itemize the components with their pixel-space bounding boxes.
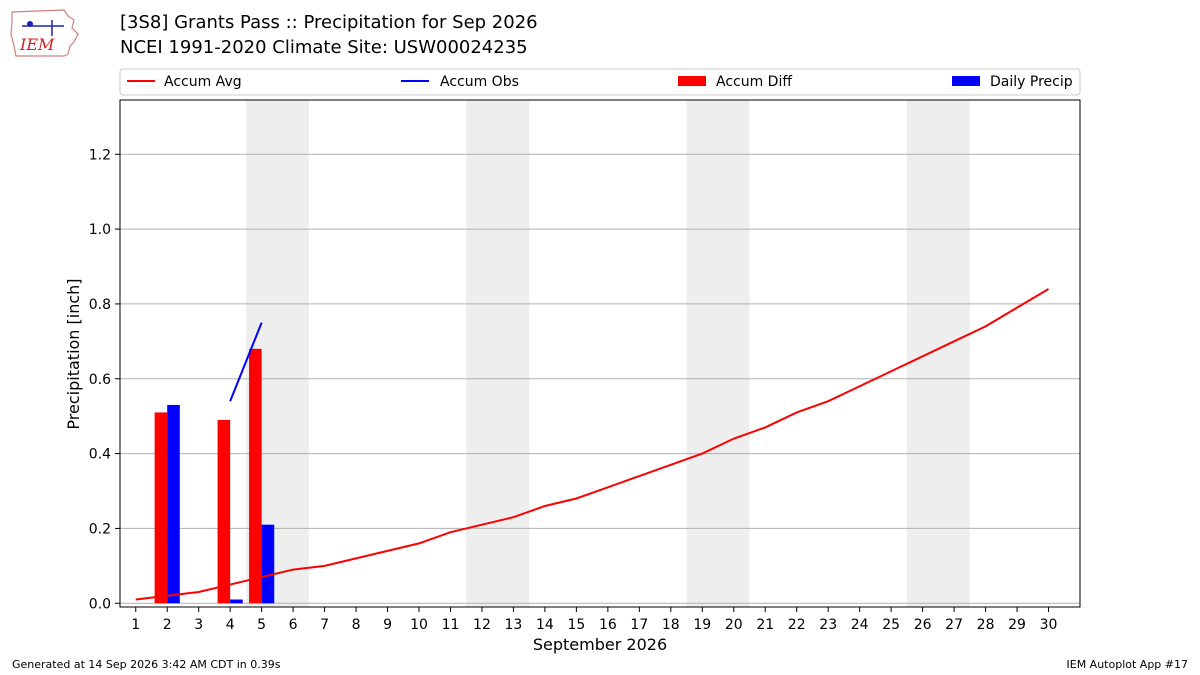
y-tick-label-6: 1.2	[89, 147, 111, 163]
legend-label-accum-avg: Accum Avg	[164, 74, 242, 90]
x-tick-label-12: 12	[473, 617, 491, 633]
y-tick-label-2: 0.4	[89, 447, 111, 463]
accum-diff-bar-day-2	[154, 412, 168, 604]
lines	[135, 288, 1050, 601]
y-axis: 0.0 0.2 0.4 0.6 0.8 1.0 1.2	[89, 147, 120, 612]
x-tick-label-30: 30	[1040, 617, 1058, 633]
x-tick-label-22: 22	[788, 617, 806, 633]
app-label: IEM Autoplot App #17	[1066, 658, 1189, 671]
x-axis-label: September 2026	[533, 635, 667, 654]
y-tick-label-0: 0.0	[89, 596, 111, 612]
legend: Accum Avg Accum Obs Accum Diff Daily Pre…	[119, 68, 1081, 96]
x-tick-label-24: 24	[851, 617, 869, 633]
weekend-shading	[245, 100, 970, 607]
daily-precip-bar-day-4	[230, 599, 243, 604]
logo-text: IEM	[19, 35, 55, 54]
generated-timestamp: Generated at 14 Sep 2026 3:42 AM CDT in …	[12, 658, 281, 671]
iem-logo: IEM	[10, 9, 79, 57]
x-tick-label-1: 1	[131, 617, 140, 633]
x-axis: 1 2 3 4 5 6 7 8 9 10 11 12 13 14 15 16 17 18 19 20 21 22 23 24 2…	[131, 607, 1057, 633]
x-tick-label-21: 21	[756, 617, 774, 633]
y-tick-label-5: 1.0	[89, 222, 111, 238]
anemometer-cup-icon	[27, 21, 33, 27]
accum-diff-bar-day-5	[249, 348, 262, 604]
weekend-band-4	[906, 100, 970, 607]
x-tick-label-5: 5	[257, 617, 266, 633]
y-axis-label: Precipitation [inch]	[64, 278, 83, 429]
x-tick-label-4: 4	[226, 617, 235, 633]
x-tick-label-16: 16	[599, 617, 617, 633]
x-tick-label-17: 17	[630, 617, 648, 633]
weekend-band-2	[466, 100, 530, 607]
legend-label-accum-obs: Accum Obs	[440, 74, 519, 90]
legend-frame	[119, 68, 1081, 96]
legend-swatch-daily-precip	[952, 76, 980, 86]
accum-obs-line	[229, 322, 263, 402]
y-tick-label-4: 0.8	[89, 297, 111, 313]
legend-label-accum-diff: Accum Diff	[716, 74, 792, 90]
x-tick-label-15: 15	[567, 617, 585, 633]
x-tick-label-10: 10	[410, 617, 428, 633]
x-tick-label-19: 19	[693, 617, 711, 633]
grid-lines	[120, 153, 1080, 604]
weekend-band-3	[686, 100, 750, 607]
x-tick-label-3: 3	[194, 617, 203, 633]
x-tick-label-8: 8	[352, 617, 361, 633]
y-tick-label-3: 0.6	[89, 372, 111, 388]
x-tick-label-18: 18	[662, 617, 680, 633]
x-tick-label-27: 27	[945, 617, 963, 633]
y-tick-label-1: 0.2	[89, 521, 111, 537]
legend-swatch-accum-diff	[678, 76, 706, 86]
x-tick-label-20: 20	[725, 617, 743, 633]
x-tick-label-14: 14	[536, 617, 554, 633]
daily-precip-bar-day-2	[167, 404, 180, 604]
bars	[154, 348, 275, 604]
daily-precip-bar-day-5	[261, 524, 275, 604]
chart-title: [3S8] Grants Pass :: Precipitation for S…	[120, 12, 538, 33]
accum-avg-line	[135, 288, 1050, 601]
x-tick-label-11: 11	[442, 617, 460, 633]
x-tick-label-6: 6	[289, 617, 298, 633]
legend-label-daily-precip: Daily Precip	[990, 74, 1073, 90]
chart-subtitle: NCEI 1991-2020 Climate Site: USW00024235	[120, 37, 528, 58]
plot-frame	[119, 99, 1081, 608]
x-tick-label-2: 2	[163, 617, 172, 633]
x-tick-label-9: 9	[383, 617, 392, 633]
iowa-outline-icon	[10, 9, 79, 57]
x-tick-label-23: 23	[819, 617, 837, 633]
accum-diff-bar-day-4	[217, 419, 231, 604]
x-tick-label-29: 29	[1008, 617, 1026, 633]
x-tick-label-25: 25	[882, 617, 900, 633]
x-tick-label-26: 26	[914, 617, 932, 633]
x-tick-label-13: 13	[505, 617, 523, 633]
x-tick-label-28: 28	[977, 617, 995, 633]
x-tick-label-7: 7	[320, 617, 329, 633]
